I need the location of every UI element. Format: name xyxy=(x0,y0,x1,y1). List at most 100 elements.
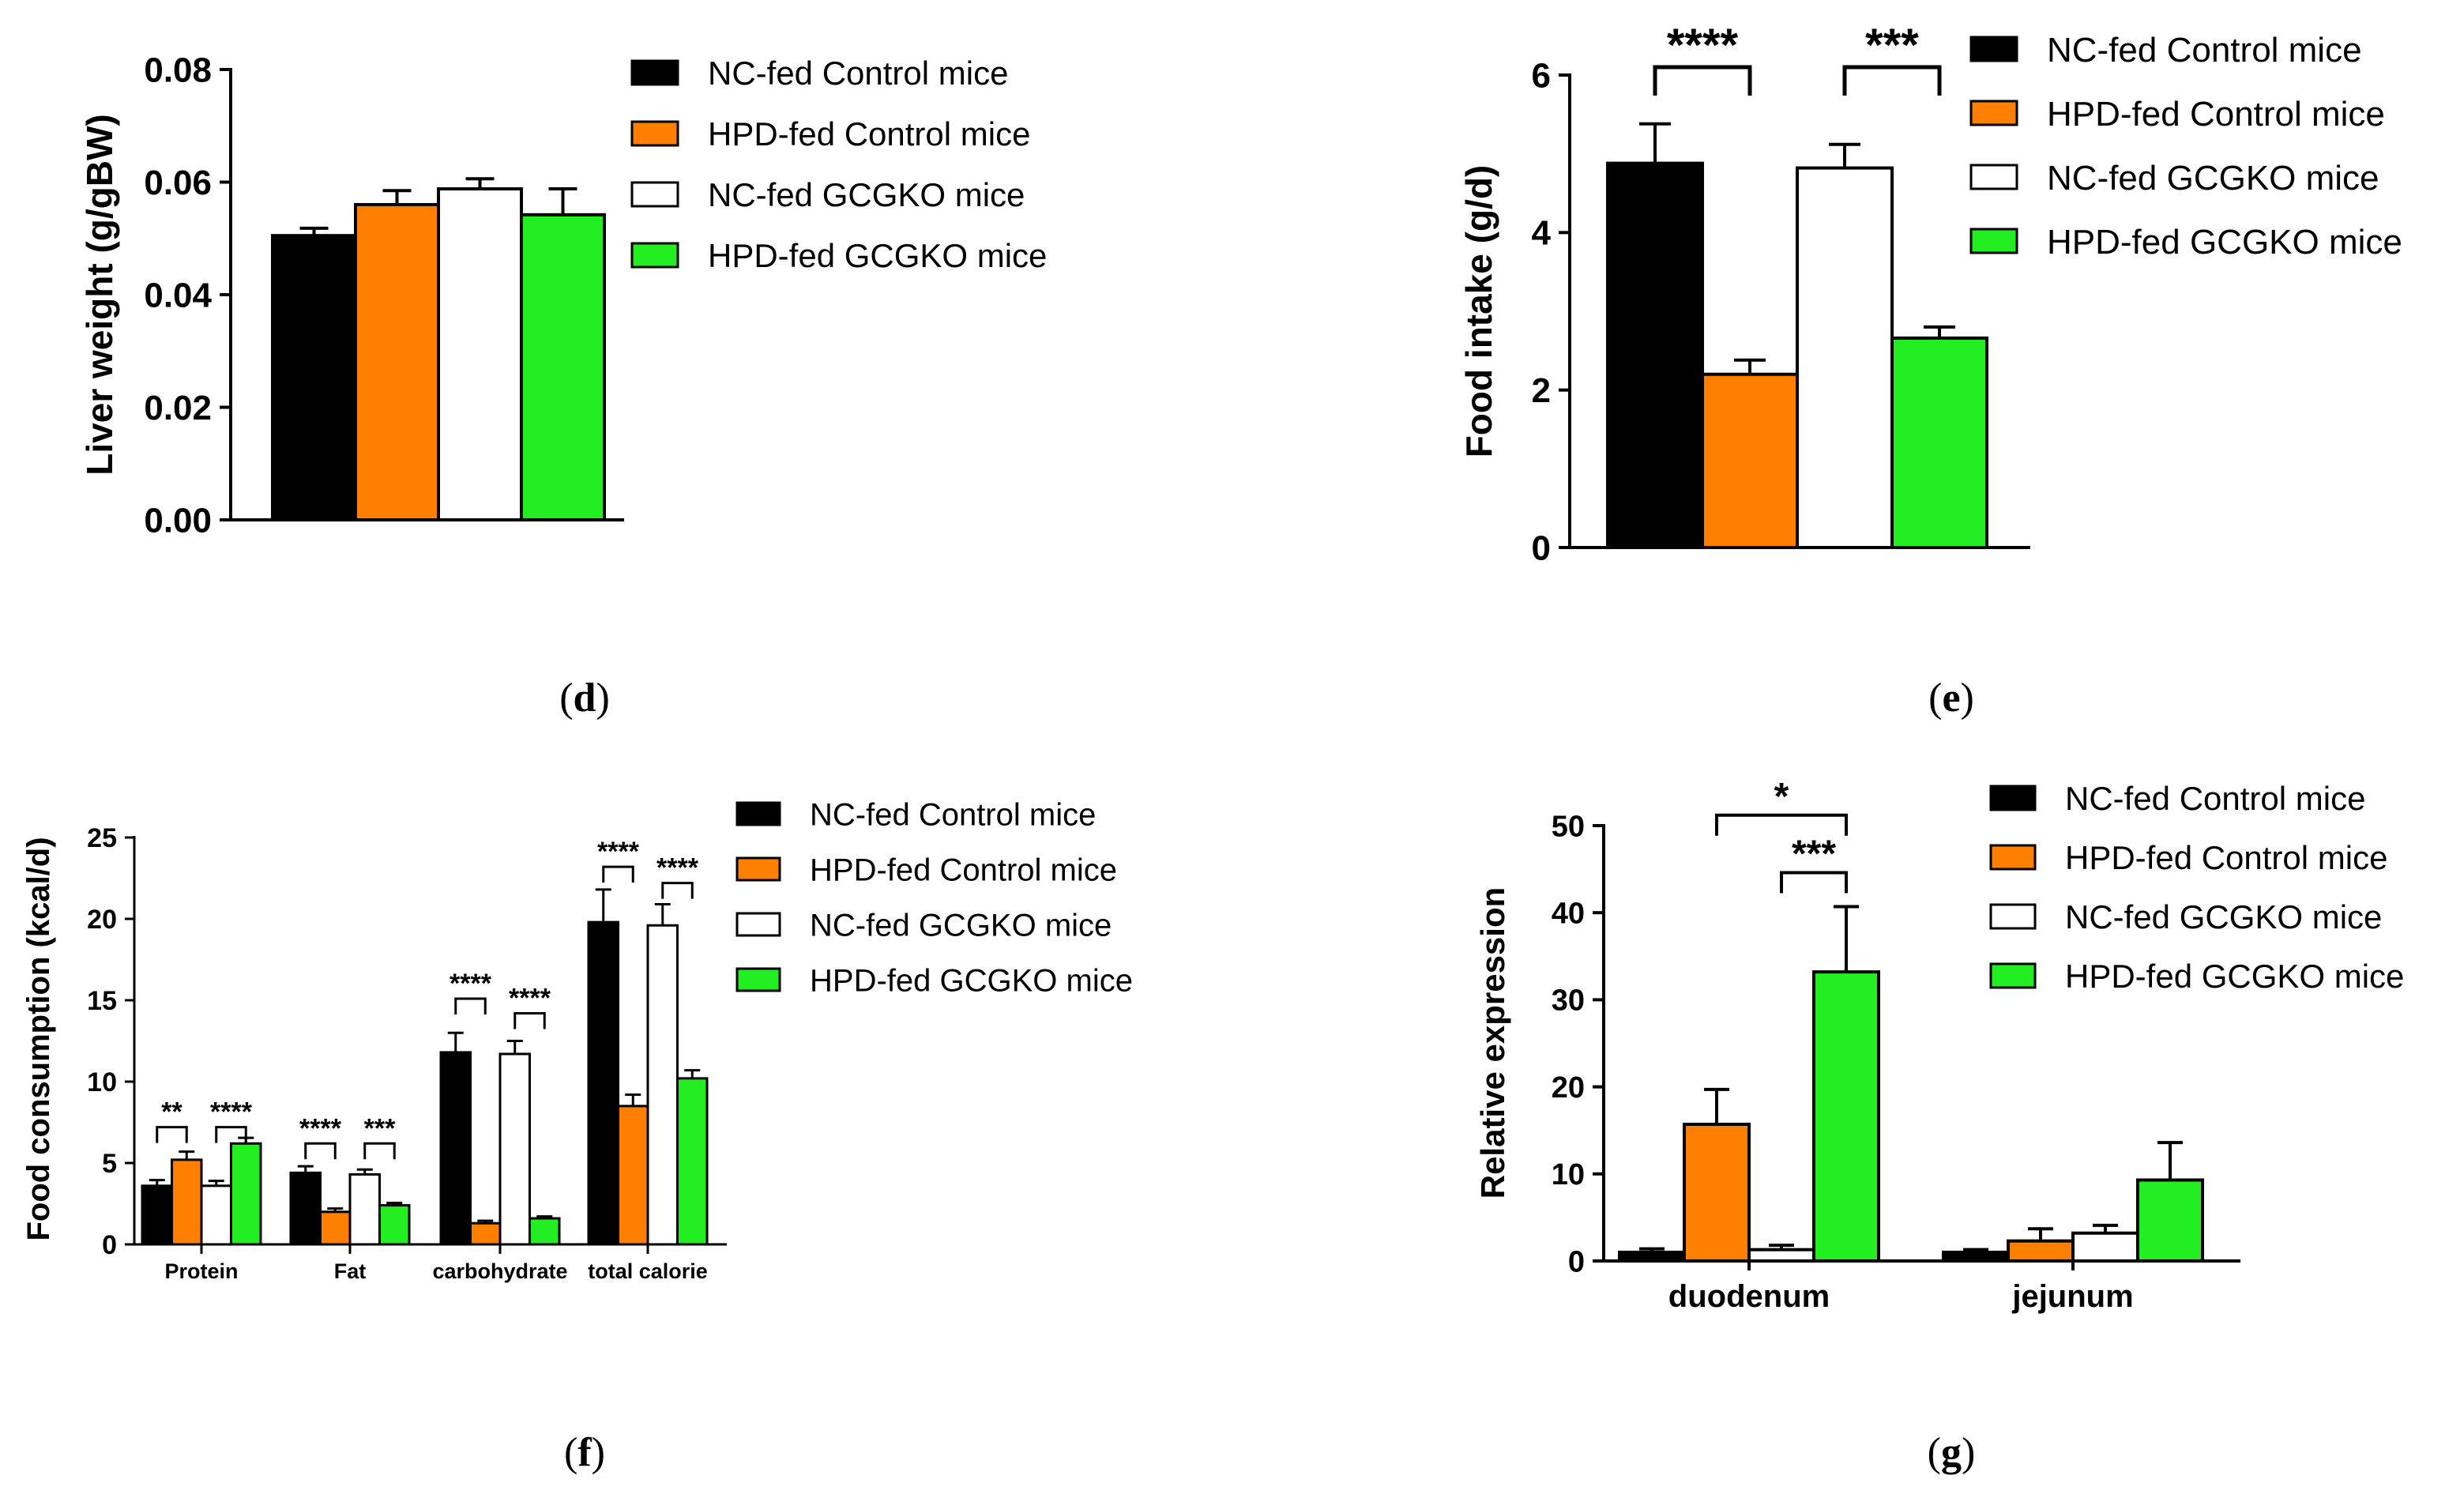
legend-swatch xyxy=(1989,962,2037,989)
significance-label: *** xyxy=(1792,834,1836,875)
y-tick-label: 30 xyxy=(1552,984,1585,1018)
x-tick-label: total calorie xyxy=(588,1259,708,1283)
significance-bracket xyxy=(513,1011,546,1029)
x-tick-label: jejunum xyxy=(2011,1279,2133,1314)
legend-swatch xyxy=(1989,903,2037,930)
legend-label: HPD-fed Control mice xyxy=(708,115,1030,152)
bar-hpd-fed-control-mice xyxy=(2007,1239,2075,1263)
significance-bracket xyxy=(1842,65,1942,96)
x-tick-label: Protein xyxy=(164,1259,238,1283)
y-tick-label: 0 xyxy=(1568,1245,1585,1278)
y-tick-label: 0.00 xyxy=(144,501,212,540)
bar-hpd-fed-control-mice xyxy=(319,1210,352,1246)
legend-label: NC-fed GCGKO mice xyxy=(810,908,1112,943)
bar-nc-fed-gcgko-mice xyxy=(498,1052,531,1246)
legend-swatch xyxy=(1969,164,2018,190)
y-tick-label: 6 xyxy=(1532,56,1551,95)
panel-label: (d) xyxy=(559,676,610,721)
y-tick-label: 10 xyxy=(1552,1158,1585,1191)
y-tick-label: 0 xyxy=(102,1230,117,1260)
legend-swatch xyxy=(735,912,781,937)
significance-label: **** xyxy=(1667,20,1739,71)
legend-swatch xyxy=(1989,844,2037,871)
significance-bracket xyxy=(363,1142,396,1160)
bar-hpd-fed-gcgko-mice xyxy=(1890,336,1988,549)
legend-label: NC-fed Control mice xyxy=(2065,780,2365,817)
legend-label: NC-fed Control mice xyxy=(810,797,1096,832)
significance-label: **** xyxy=(509,983,551,1013)
panel-label: (e) xyxy=(1928,676,1974,721)
legend-label: NC-fed Control mice xyxy=(2047,31,2362,70)
bar-hpd-fed-control-mice xyxy=(171,1158,203,1246)
significance-bracket xyxy=(304,1142,337,1160)
significance-bracket xyxy=(156,1126,188,1143)
significance-label: **** xyxy=(597,837,640,867)
y-tick-label: 15 xyxy=(87,986,117,1016)
x-tick-label: duodenum xyxy=(1668,1279,1830,1314)
legend-label: HPD-fed GCGKO mice xyxy=(708,237,1047,274)
legend-swatch xyxy=(630,120,679,147)
legend-label: HPD-fed Control mice xyxy=(810,853,1117,887)
bar-nc-fed-gcgko-mice xyxy=(1796,166,1894,550)
significance-bracket xyxy=(454,997,487,1014)
significance-bracket xyxy=(215,1126,247,1143)
chart-panel-f: 0 5 10 15 20 25 Food consumption (kcal/d) Prote… xyxy=(21,797,1133,1475)
legend-label: HPD-fed Control mice xyxy=(2065,839,2387,876)
y-tick-label: 25 xyxy=(87,823,117,853)
significance-label: **** xyxy=(656,853,699,883)
significance-label: * xyxy=(1774,776,1789,818)
bar-hpd-fed-control-mice xyxy=(617,1105,649,1246)
y-tick-label: 20 xyxy=(1552,1071,1585,1105)
bar-nc-fed-gcgko-mice xyxy=(1747,1248,1815,1263)
bar-nc-fed-gcgko-mice xyxy=(437,187,523,522)
legend-swatch xyxy=(735,967,781,992)
bar-hpd-fed-gcgko-mice xyxy=(2136,1178,2204,1263)
y-tick-label: 0 xyxy=(1532,529,1551,567)
bar-hpd-fed-gcgko-mice xyxy=(676,1077,709,1246)
legend-swatch xyxy=(630,59,679,86)
bar-nc-fed-control-mice xyxy=(1606,161,1704,549)
legend-label: NC-fed Control mice xyxy=(708,55,1008,92)
legend-label: NC-fed GCGKO mice xyxy=(708,176,1025,213)
y-tick-label: 0.02 xyxy=(144,389,212,427)
legend-swatch xyxy=(1969,100,2018,126)
legend-swatch xyxy=(735,801,781,826)
y-axis-title: Food intake (g/d) xyxy=(1458,165,1499,458)
legend-swatch xyxy=(1989,785,2037,811)
bar-nc-fed-control-mice xyxy=(1942,1250,2010,1263)
x-tick-label: carbohydrate xyxy=(432,1259,567,1283)
bar-nc-fed-control-mice xyxy=(271,234,357,521)
y-tick-label: 50 xyxy=(1552,810,1585,843)
legend-label: HPD-fed GCGKO mice xyxy=(810,963,1133,998)
bar-nc-fed-control-mice xyxy=(141,1184,173,1246)
significance-label: *** xyxy=(364,1113,396,1143)
legend-label: HPD-fed GCGKO mice xyxy=(2065,958,2404,995)
bar-nc-fed-gcgko-mice xyxy=(646,924,679,1246)
y-axis-title: Food consumption (kcal/d) xyxy=(21,837,56,1240)
y-tick-label: 0.04 xyxy=(144,276,212,314)
bar-nc-fed-control-mice xyxy=(1618,1250,1686,1263)
bar-hpd-fed-control-mice xyxy=(1683,1122,1751,1263)
bar-hpd-fed-gcgko-mice xyxy=(520,213,606,521)
bar-hpd-fed-control-mice xyxy=(1701,372,1799,549)
bar-nc-fed-gcgko-mice xyxy=(2071,1231,2139,1263)
bar-nc-fed-control-mice xyxy=(289,1171,322,1246)
panel-label: (f) xyxy=(564,1430,605,1475)
y-tick-label: 0.08 xyxy=(144,51,212,89)
bar-nc-fed-gcgko-mice xyxy=(348,1172,381,1246)
bar-hpd-fed-gcgko-mice xyxy=(1812,970,1880,1263)
y-tick-label: 20 xyxy=(87,905,117,935)
y-axis-title: Liver weight (g/gBW) xyxy=(79,114,120,475)
significance-label: *** xyxy=(1865,20,1919,71)
legend-swatch xyxy=(1969,36,2018,62)
y-tick-label: 10 xyxy=(87,1067,117,1097)
y-tick-label: 2 xyxy=(1532,371,1551,410)
significance-bracket xyxy=(661,882,694,899)
bar-nc-fed-control-mice xyxy=(587,920,619,1246)
y-tick-label: 40 xyxy=(1552,898,1585,931)
significance-label: **** xyxy=(450,969,492,999)
y-tick-label: 5 xyxy=(102,1149,117,1179)
bar-hpd-fed-gcgko-mice xyxy=(529,1217,561,1246)
